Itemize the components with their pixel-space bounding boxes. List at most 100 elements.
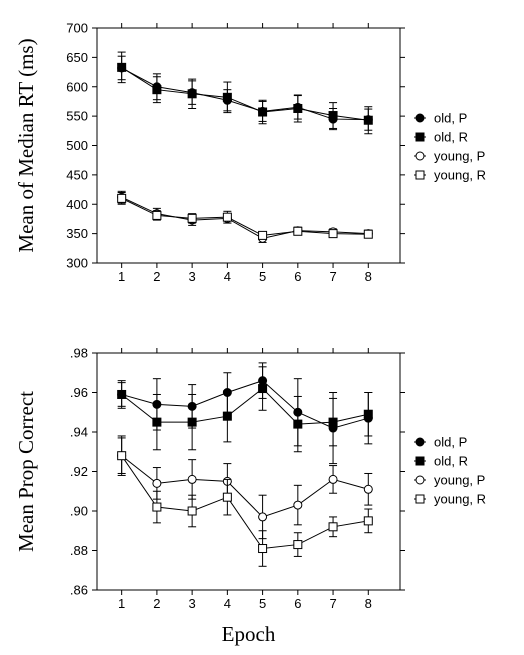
data-point xyxy=(152,478,162,488)
legend: old, P old, R young, P young, R xyxy=(414,111,486,183)
accuracy-panel: .86 .88 .90 .92 .94 .96 .98 1 2 3 4 5 6 7 8 Mean Prop C… xyxy=(14,346,486,647)
data-point xyxy=(222,92,232,102)
y-tick-label: 600 xyxy=(66,79,88,94)
series-line xyxy=(121,67,369,121)
series-young-r xyxy=(117,435,373,567)
data-point xyxy=(363,516,373,526)
series-line xyxy=(121,455,369,550)
legend-marker xyxy=(415,494,425,504)
data-point xyxy=(328,522,338,532)
data-point xyxy=(363,115,373,125)
series-line xyxy=(121,197,369,236)
data-point xyxy=(293,500,303,510)
data-point xyxy=(222,492,232,502)
data-point xyxy=(293,419,303,429)
x-tick-label: 4 xyxy=(224,269,231,284)
data-point xyxy=(258,544,268,554)
data-point xyxy=(187,474,197,484)
data-point xyxy=(293,540,303,550)
x-tick-label: 3 xyxy=(189,596,196,611)
series-old-r xyxy=(117,51,373,135)
series-line xyxy=(121,380,369,429)
legend-item: young, P xyxy=(414,473,485,488)
x-tick-label: 6 xyxy=(294,596,301,611)
series-line xyxy=(121,196,369,239)
data-point xyxy=(187,89,197,99)
x-tick-label: 1 xyxy=(118,269,125,284)
y-tick-label: 400 xyxy=(66,197,88,212)
legend-item: young, R xyxy=(414,168,486,183)
x-tick-label: 8 xyxy=(365,269,372,284)
y-tick-label: .98 xyxy=(70,346,88,361)
rt-panel: 300 350 400 450 500 550 600 650 700 1 2 3 4 5 6 7 8 Mean … xyxy=(14,21,486,285)
x-tick-label: 4 xyxy=(224,596,231,611)
data-point xyxy=(258,512,268,522)
data-point xyxy=(258,384,268,394)
series-line xyxy=(121,455,369,518)
legend-label: young, P xyxy=(434,149,485,164)
data-point xyxy=(117,389,127,399)
data-point xyxy=(258,107,268,117)
legend: old, P old, R young, P young, R xyxy=(414,435,486,507)
y-axis-label: Mean Prop Correct xyxy=(14,391,38,552)
legend-item: old, R xyxy=(414,130,468,145)
data-point xyxy=(222,212,232,222)
legend-item: young, P xyxy=(414,149,485,164)
legend-marker xyxy=(415,151,425,161)
x-tick-label: 2 xyxy=(153,269,160,284)
legend-marker xyxy=(415,475,425,485)
x-tick-label: 2 xyxy=(153,596,160,611)
x-tick-label: 7 xyxy=(329,596,336,611)
y-tick-label: .92 xyxy=(70,464,88,479)
data-point xyxy=(258,230,268,240)
legend-marker xyxy=(415,437,425,447)
x-tick-label: 5 xyxy=(259,269,266,284)
legend-label: old, R xyxy=(434,130,468,145)
y-tick-label: .94 xyxy=(70,425,88,440)
x-tick-label: 1 xyxy=(118,596,125,611)
series-young-p xyxy=(117,437,373,540)
legend-marker xyxy=(415,132,425,142)
legend-label: young, P xyxy=(434,473,485,488)
legend-marker xyxy=(415,113,425,123)
data-point xyxy=(293,226,303,236)
legend-label: young, R xyxy=(434,168,486,183)
x-axis-label: Epoch xyxy=(222,622,276,646)
data-point xyxy=(187,213,197,223)
data-point xyxy=(328,417,338,427)
y-tick-label: 650 xyxy=(66,50,88,65)
series-young-r xyxy=(117,192,373,240)
x-tick-label: 6 xyxy=(294,269,301,284)
series-old-p xyxy=(117,362,373,465)
data-point xyxy=(363,409,373,419)
series-line xyxy=(121,66,369,121)
data-point xyxy=(187,417,197,427)
y-tick-label: .90 xyxy=(70,504,88,519)
y-tick-label: 550 xyxy=(66,109,88,124)
data-point xyxy=(328,229,338,239)
data-point xyxy=(328,474,338,484)
series-old-r xyxy=(117,366,373,453)
data-point xyxy=(117,451,127,461)
legend-item: old, P xyxy=(414,435,467,450)
legend-label: old, P xyxy=(434,435,467,450)
data-point xyxy=(152,85,162,95)
legend-item: old, R xyxy=(414,454,468,469)
y-tick-label: 350 xyxy=(66,226,88,241)
data-point xyxy=(363,484,373,494)
legend-label: old, P xyxy=(434,111,467,126)
y-tick-label: .88 xyxy=(70,543,88,558)
x-tick-label: 3 xyxy=(189,269,196,284)
data-point xyxy=(152,210,162,220)
legend-marker xyxy=(415,456,425,466)
y-tick-label: 700 xyxy=(66,21,88,36)
data-point xyxy=(222,411,232,421)
y-tick-label: 300 xyxy=(66,256,88,271)
y-tick-label: .96 xyxy=(70,385,88,400)
data-point xyxy=(117,193,127,203)
data-point xyxy=(117,62,127,72)
y-tick-label: 500 xyxy=(66,138,88,153)
x-tick-label: 5 xyxy=(259,596,266,611)
legend-marker xyxy=(415,170,425,180)
